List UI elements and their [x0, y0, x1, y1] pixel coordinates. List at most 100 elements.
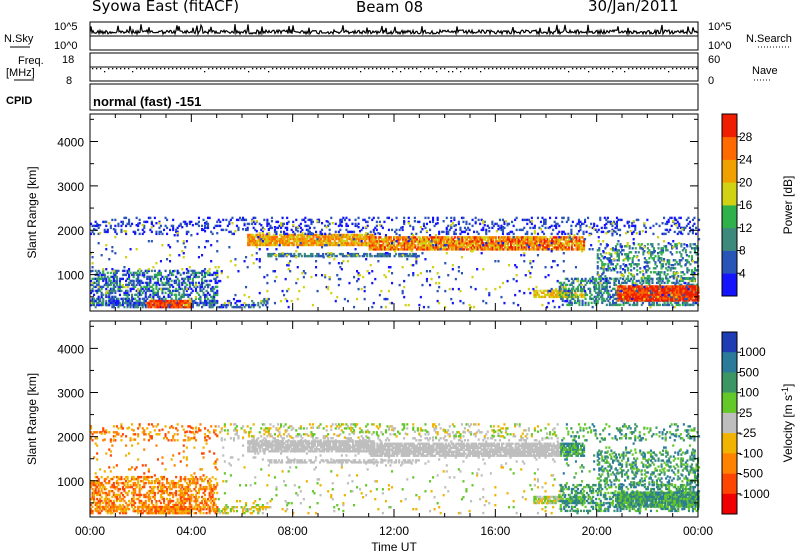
data-cell [628, 251, 631, 254]
data-cell [616, 289, 620, 292]
data-cell [465, 244, 469, 247]
data-cell [243, 301, 246, 305]
data-cell [538, 240, 542, 243]
data-cell [126, 303, 129, 307]
data-cell [412, 238, 415, 241]
data-cell [190, 287, 193, 291]
data-cell [97, 295, 100, 299]
data-cell [589, 287, 592, 291]
data-cell [172, 228, 175, 232]
data-cell [420, 246, 423, 249]
data-cell [567, 301, 570, 305]
data-cell [108, 283, 111, 287]
data-cell [633, 293, 636, 296]
data-cell [545, 240, 548, 243]
data-cell [479, 244, 482, 247]
data-cell [587, 279, 590, 283]
data-cell [677, 293, 680, 296]
data-cell [93, 299, 96, 303]
data-cell [404, 252, 407, 256]
data-cell [657, 259, 660, 262]
data-cell [185, 293, 188, 297]
data-cell [256, 241, 259, 245]
data-cell [144, 295, 147, 299]
data-cell [259, 235, 262, 239]
data-cell [356, 254, 359, 257]
data-cell [159, 260, 163, 263]
data-cell [471, 218, 474, 222]
data-cell [268, 237, 271, 241]
data-cell [656, 299, 659, 302]
data-cell [158, 220, 161, 224]
data-cell [676, 287, 679, 290]
data-cell [688, 291, 691, 294]
data-cell [435, 246, 438, 249]
data-cell [438, 230, 441, 234]
data-cell [548, 240, 551, 243]
data-cell [263, 218, 266, 222]
data-cell [637, 218, 640, 222]
data-cell [292, 239, 295, 243]
data-cell [275, 243, 279, 247]
data-cell [593, 224, 596, 228]
data-cell [105, 224, 108, 228]
data-cell [558, 230, 561, 234]
data-cell [556, 293, 559, 297]
data-cell [201, 283, 204, 287]
data-cell [291, 254, 294, 258]
data-cell [633, 289, 636, 292]
data-cell [563, 236, 566, 239]
data-cell [573, 301, 577, 305]
data-cell [292, 224, 295, 227]
data-cell [617, 257, 621, 260]
data-cell [213, 277, 216, 281]
data-cell [134, 285, 137, 289]
data-cell [584, 220, 587, 224]
data-cell [677, 303, 680, 307]
data-cell [129, 271, 132, 275]
data-cell [581, 248, 584, 251]
data-cell [365, 237, 368, 241]
data-cell [114, 285, 117, 289]
data-cell [322, 256, 325, 259]
data-cell [667, 297, 670, 300]
data-cell [421, 238, 425, 241]
data-cell [330, 237, 333, 241]
data-cell [636, 265, 639, 268]
data-cell [680, 285, 683, 288]
data-cell [164, 275, 167, 279]
data-cell [112, 283, 115, 287]
data-cell [595, 283, 598, 287]
data-cell [677, 287, 680, 290]
data-cell [662, 247, 665, 250]
data-cell [246, 226, 249, 230]
data-cell [630, 273, 633, 276]
data-cell [197, 271, 201, 275]
data-cell [414, 236, 417, 239]
data-cell [333, 241, 336, 245]
data-cell [138, 303, 141, 307]
data-cell [364, 233, 367, 237]
data-cell [607, 291, 610, 295]
data-cell [453, 216, 456, 220]
data-cell [166, 275, 169, 279]
data-cell [298, 224, 301, 228]
data-cell [602, 297, 605, 301]
data-cell [251, 303, 254, 307]
data-cell [679, 299, 682, 302]
data-cell [631, 259, 634, 262]
data-cell [673, 295, 676, 298]
data-cell [616, 253, 619, 256]
data-cell [516, 246, 519, 249]
data-cell [117, 301, 120, 305]
data-cell [109, 279, 112, 283]
data-cell [312, 237, 315, 241]
data-cell [648, 283, 651, 287]
data-cell [619, 243, 622, 246]
data-cell [153, 291, 156, 295]
data-cell [635, 295, 638, 298]
data-cell [245, 256, 248, 259]
data-cell [520, 246, 523, 249]
data-cell [420, 248, 423, 251]
data-cell [216, 269, 219, 273]
